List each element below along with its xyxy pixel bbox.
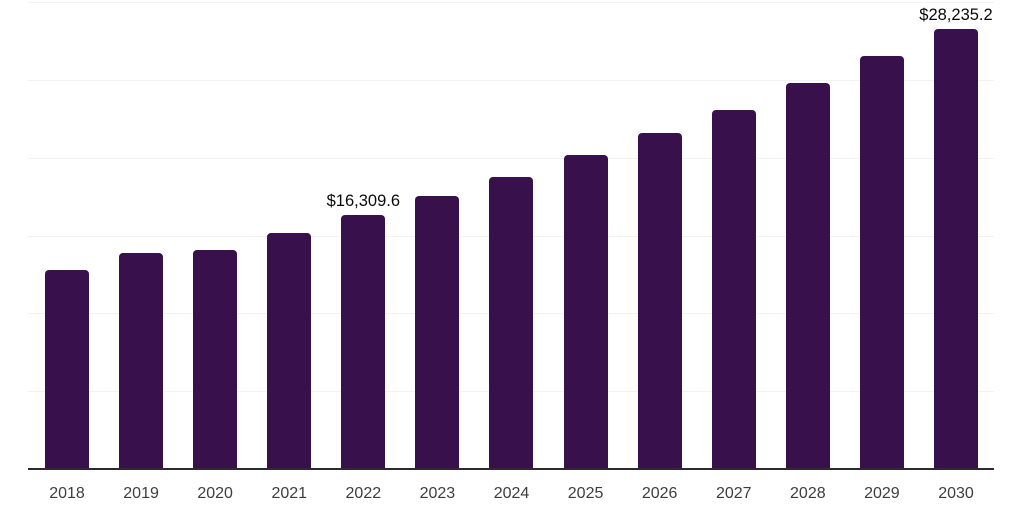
bar-2024 <box>489 176 534 469</box>
bar-2019 <box>119 252 164 469</box>
x-axis-line <box>28 468 994 470</box>
gridline-30000 <box>28 2 994 3</box>
data-label-2030: $28,235.2 <box>919 6 993 25</box>
bar-2028 <box>785 82 830 469</box>
x-tick-label-2024: 2024 <box>493 485 530 502</box>
bar-2026 <box>637 133 682 469</box>
x-tick-label-2022: 2022 <box>345 485 382 502</box>
x-tick-label-2025: 2025 <box>567 485 604 502</box>
data-label-2022: $16,309.6 <box>326 192 401 211</box>
bar-2018 <box>45 270 89 469</box>
x-tick-label-2029: 2029 <box>864 485 900 502</box>
gridline-20000 <box>28 157 994 159</box>
gridline-25000 <box>28 79 994 81</box>
x-tick-label-2030: 2030 <box>938 485 974 502</box>
bar-2023 <box>415 195 460 469</box>
x-tick-label-2018: 2018 <box>49 485 85 502</box>
bar-2021 <box>267 233 312 469</box>
bar-2027 <box>711 110 756 469</box>
x-tick-label-2020: 2020 <box>197 485 233 502</box>
x-tick-label-2028: 2028 <box>790 485 826 502</box>
bar-2030 <box>933 29 978 469</box>
x-tick-label-2027: 2027 <box>715 485 752 502</box>
x-tick-label-2021: 2021 <box>271 485 308 502</box>
bar-2029 <box>859 56 904 469</box>
bar-2020 <box>193 249 238 469</box>
x-tick-label-2023: 2023 <box>419 485 456 502</box>
x-tick-label-2026: 2026 <box>641 485 678 502</box>
bar-2025 <box>563 155 608 469</box>
bar-2022 <box>341 215 386 469</box>
x-tick-label-2019: 2019 <box>123 485 159 502</box>
